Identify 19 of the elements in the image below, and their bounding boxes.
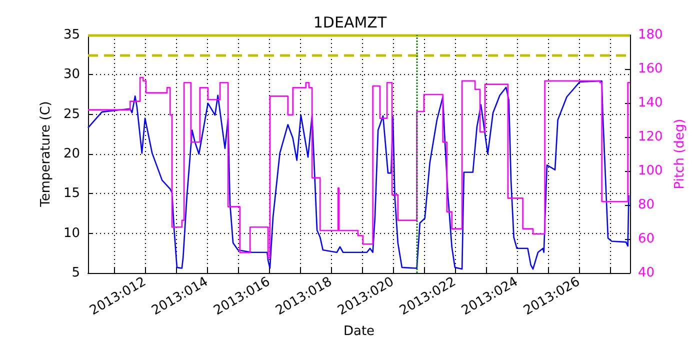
- y-tick-label: 15: [63, 186, 80, 202]
- y2-tick-label: 160: [638, 62, 663, 76]
- y-tick-label: 25: [63, 106, 80, 122]
- y2-tick-label: 80: [638, 198, 655, 212]
- y2-tick-label: 60: [638, 232, 655, 246]
- y2-axis-title: Pitch (deg): [672, 118, 688, 190]
- y2-tick-label: 120: [638, 130, 663, 144]
- y2-tick-label: 100: [638, 164, 663, 178]
- y2-tick-label: 40: [638, 266, 655, 280]
- y-axis-title: Temperature (C): [38, 101, 54, 208]
- chart-title: 1DEAMZT: [313, 14, 388, 32]
- y-tick-label: 5: [72, 266, 80, 280]
- y-tick-label: 30: [63, 67, 80, 82]
- y-tick-label: 10: [63, 226, 80, 241]
- y-tick-label: 20: [63, 146, 80, 162]
- y2-tick-label: 140: [638, 96, 663, 110]
- y2-tick-label: 180: [638, 28, 663, 42]
- y-tick-label: 35: [63, 28, 80, 42]
- x-axis-title: Date: [343, 324, 375, 339]
